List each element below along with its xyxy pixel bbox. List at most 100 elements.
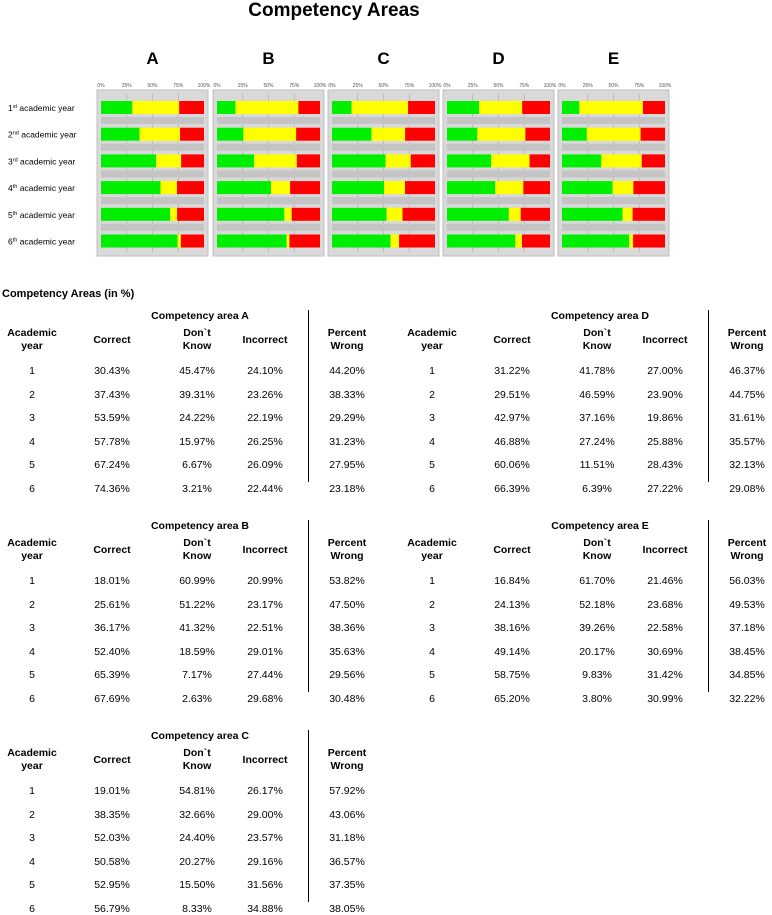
- table-cell: 52.95%: [94, 879, 130, 891]
- table-cell: 31.61%: [729, 412, 765, 424]
- tick-label-d-1: 25%: [468, 83, 479, 89]
- table-cell: 45.47%: [179, 365, 215, 377]
- table-cell: 29.01%: [247, 645, 283, 658]
- table-cell: 5: [429, 669, 435, 681]
- table-cell: 31.42%: [647, 669, 683, 681]
- table-cell: 65.20%: [494, 692, 530, 705]
- table-cell: 5: [29, 669, 35, 681]
- bar-incorrect-d-year1: [522, 101, 550, 114]
- tick-label-b-0: 0%: [213, 83, 221, 89]
- bar-dont-know-c-year5: [386, 207, 403, 221]
- row-band-c-4: [332, 223, 435, 231]
- header-percent-wrong: Percent Wrong: [727, 327, 767, 352]
- table-cell: 19.01%: [94, 785, 130, 797]
- table-cell: 16.84%: [494, 575, 530, 587]
- table-cell: 29.08%: [729, 482, 765, 495]
- table-cell: 51.22%: [179, 598, 215, 611]
- bar-incorrect-e-year2: [640, 127, 665, 141]
- table-cell: 52.03%: [94, 832, 130, 844]
- table-cell: 32.66%: [179, 808, 215, 821]
- header-incorrect: Incorrect: [242, 754, 288, 766]
- bar-correct-b-year3: [217, 154, 255, 168]
- bar-correct-c-year6: [332, 234, 391, 248]
- table-cell: 2: [29, 598, 35, 611]
- table-cell: 15.50%: [179, 879, 215, 891]
- bar-correct-d-year3: [447, 154, 492, 168]
- table-cell: 3: [29, 622, 35, 634]
- table-cell: 56.03%: [729, 575, 765, 587]
- tick-label-b-4: 100%: [314, 83, 327, 89]
- bar-incorrect-a-year1: [179, 101, 204, 114]
- header-incorrect: Incorrect: [642, 334, 688, 346]
- tick-label-a-2: 50%: [147, 83, 158, 89]
- table-cell: 4: [429, 435, 435, 448]
- bar-dont-know-a-year6: [177, 234, 181, 248]
- table-cell: 23.57%: [247, 832, 283, 844]
- table-cell: 29.68%: [247, 692, 283, 705]
- bar-incorrect-e-year3: [641, 154, 665, 168]
- bar-correct-e-year6: [562, 234, 630, 248]
- bar-incorrect-e-year5: [632, 207, 665, 221]
- table-cell: 53.59%: [94, 412, 130, 424]
- bar-correct-b-year4: [217, 181, 271, 195]
- header-dont-know: Don`t Know: [582, 537, 612, 562]
- bar-dont-know-d-year3: [491, 154, 530, 168]
- bar-correct-a-year4: [101, 181, 161, 195]
- table-cell: 29.29%: [329, 412, 365, 424]
- row-band-d-1: [447, 143, 550, 151]
- row-label-year3: 3rd academic year: [8, 156, 75, 166]
- bar-correct-c-year3: [332, 154, 386, 168]
- table-cell: 30.69%: [647, 645, 683, 658]
- table-cell: 67.69%: [94, 692, 130, 705]
- table-cell: 37.18%: [729, 622, 765, 634]
- table-cell: 27.00%: [647, 365, 683, 377]
- row-label-year1: 1st academic year: [8, 103, 75, 113]
- bar-dont-know-a-year1: [132, 101, 180, 114]
- table-caption-d: Competency area D: [550, 310, 650, 322]
- row-band-e-4: [562, 223, 665, 231]
- row-band-b-0: [217, 117, 320, 124]
- table-cell: 36.17%: [94, 622, 130, 634]
- bar-dont-know-e-year6: [629, 234, 634, 248]
- table-cell: 30.99%: [647, 692, 683, 705]
- table-cell: 18.01%: [94, 575, 130, 587]
- bar-incorrect-d-year4: [523, 181, 550, 195]
- bar-incorrect-b-year3: [296, 154, 320, 168]
- table-cell: 24.10%: [247, 365, 283, 377]
- table-cell: 9.83%: [582, 669, 612, 681]
- table-cell: 52.18%: [579, 598, 615, 611]
- row-band-b-2: [217, 170, 320, 178]
- bar-dont-know-a-year4: [160, 181, 177, 195]
- tick-label-c-4: 100%: [429, 83, 442, 89]
- table-cell: 57.92%: [329, 785, 365, 797]
- table-cell: 30.48%: [329, 692, 365, 705]
- table-cell: 43.06%: [329, 808, 365, 821]
- bar-dont-know-d-year4: [495, 181, 524, 195]
- bar-correct-e-year2: [562, 127, 587, 141]
- bar-correct-d-year2: [447, 127, 478, 141]
- row-band-b-4: [217, 223, 320, 231]
- competency-stacked-bar-chart: A 0% 25% 50% 75% 100% B 0% 25% 50% 75% 100% C 0% 25% 50…: [8, 49, 672, 257]
- table-caption-c: Competency area C: [150, 730, 250, 742]
- table-cell: 24.13%: [494, 598, 530, 611]
- bar-correct-b-year6: [217, 234, 287, 248]
- table-cell: 38.35%: [94, 808, 130, 821]
- table-cell: 58.75%: [494, 669, 530, 681]
- header-dont-know: Don`t Know: [182, 327, 212, 352]
- table-cell: 29.51%: [494, 388, 530, 401]
- row-band-d-2: [447, 170, 550, 178]
- table-cell: 24.40%: [179, 832, 215, 844]
- table-cell: 23.68%: [647, 598, 683, 611]
- table-cell: 18.59%: [179, 645, 215, 658]
- row-band-e-0: [562, 117, 665, 124]
- bar-incorrect-a-year6: [180, 234, 204, 248]
- header-correct: Correct: [493, 334, 531, 346]
- tick-label-c-0: 0%: [328, 83, 336, 89]
- table-cell: 2: [29, 808, 35, 821]
- table-cell: 23.17%: [247, 598, 283, 611]
- bar-dont-know-e-year4: [612, 181, 634, 195]
- row-band-b-3: [217, 197, 320, 205]
- bar-dont-know-d-year1: [479, 101, 523, 114]
- table-caption-a: Competency area A: [151, 310, 249, 322]
- table-cell: 5: [429, 459, 435, 471]
